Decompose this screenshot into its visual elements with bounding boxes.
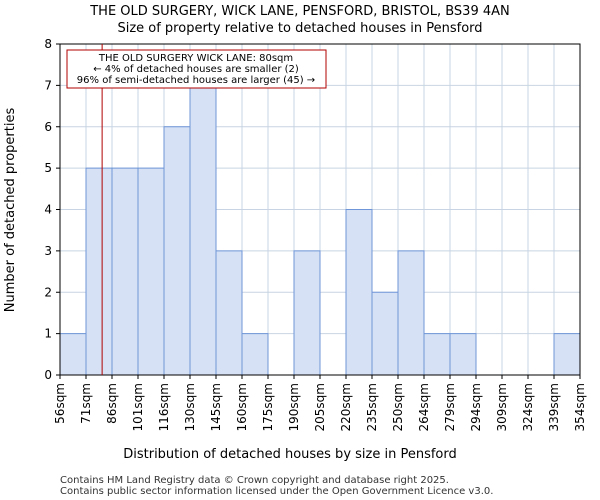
bar-116sqm [163,126,191,376]
x-tick-label: 220sqm [339,383,353,431]
y-tick-label: 3 [44,244,52,258]
y-tick-label: 0 [44,368,52,382]
x-tick-label: 190sqm [287,383,301,431]
bar-339sqm [553,333,581,376]
x-tick-label: 160sqm [235,383,249,431]
chart-title: THE OLD SURGERY, WICK LANE, PENSFORD, BR… [89,4,510,19]
bar-235sqm [371,291,399,376]
x-tick-label: 71sqm [79,383,93,424]
y-tick-label: 4 [44,203,52,217]
bar-264sqm [423,333,451,376]
x-tick-label: 101sqm [131,383,145,431]
x-tick-label: 145sqm [209,383,223,431]
x-tick-label: 309sqm [495,383,509,431]
annotation-line-3: 96% of semi-detached houses are larger (… [77,75,315,86]
x-tick-label: 235sqm [365,383,379,431]
bar-56sqm [59,333,87,376]
x-tick-label: 175sqm [261,383,275,431]
x-tick-label: 130sqm [183,383,197,431]
bar-220sqm [345,209,373,376]
bar-86sqm [111,167,139,376]
x-tick-label: 339sqm [547,383,561,431]
annotation-line-2: ← 4% of detached houses are smaller (2) [93,64,299,75]
bar-130sqm [189,84,217,376]
footer-line-1: Contains HM Land Registry data © Crown c… [60,475,449,486]
x-tick-label: 86sqm [105,383,119,424]
x-tick-label: 56sqm [53,383,67,424]
y-tick-label: 1 [44,327,52,341]
footer-line-2: Contains public sector information licen… [60,486,493,497]
x-tick-label: 324sqm [521,383,535,431]
annotation-line-1: THE OLD SURGERY WICK LANE: 80sqm [98,53,293,64]
bar-layer [59,84,581,376]
annotation: THE OLD SURGERY WICK LANE: 80sqm ← 4% of… [66,49,327,89]
y-axis-label: Number of detached properties [3,108,18,313]
chart-subtitle: Size of property relative to detached ho… [117,21,482,36]
bar-71sqm [85,167,113,376]
y-tick-label: 7 [44,78,52,92]
y-tick-label: 6 [44,120,52,134]
y-axis: 0 1 2 3 4 5 6 7 8 [44,37,60,382]
x-tick-label: 294sqm [469,383,483,431]
x-tick-label: 250sqm [391,383,405,431]
bar-190sqm [293,250,321,376]
x-tick-label: 116sqm [157,383,171,431]
y-tick-label: 5 [44,161,52,175]
x-axis-label: Distribution of detached houses by size … [123,447,457,462]
bar-160sqm [241,333,269,376]
x-tick-label: 205sqm [313,383,327,431]
y-tick-label: 8 [44,37,52,51]
bar-279sqm [449,333,477,376]
bar-101sqm [137,167,165,376]
bar-145sqm [215,250,243,376]
x-tick-label: 279sqm [443,383,457,431]
bar-250sqm [397,250,425,376]
annotation-box [66,49,327,89]
y-tick-label: 2 [44,285,52,299]
x-axis: 56sqm 71sqm 86sqm 101sqm 116sqm 130sqm 145sqm 1… [53,375,587,431]
x-tick-label: 264sqm [417,383,431,431]
x-tick-label: 354sqm [573,383,587,431]
